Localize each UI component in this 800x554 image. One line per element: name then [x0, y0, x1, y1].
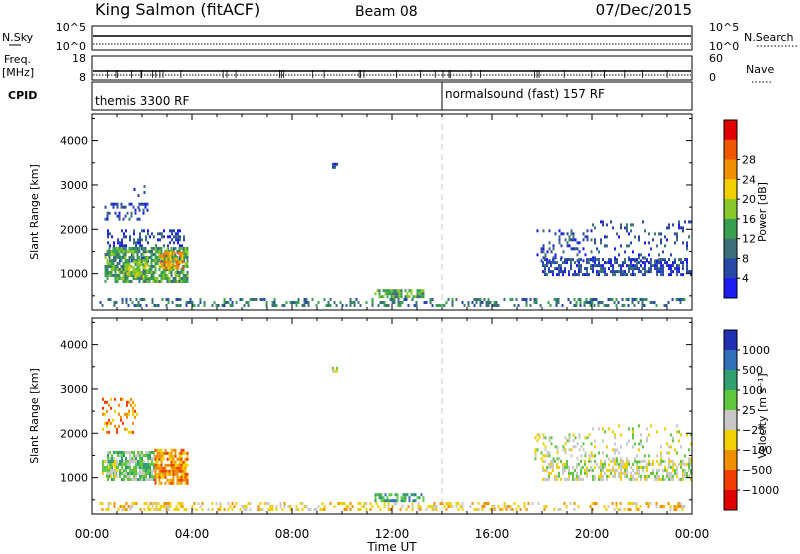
power-colorbar-swatch-7	[724, 258, 737, 279]
nave-label: Nave	[746, 63, 774, 76]
velocity-ytick-1: 2000	[60, 427, 88, 440]
power-region-9	[536, 229, 593, 263]
nave-tick-bottom: 0	[709, 71, 716, 84]
velocity-ytick-0: 1000	[60, 472, 88, 485]
power-region-5	[124, 260, 149, 279]
power-region-0	[104, 202, 149, 221]
velocity-colorbar-swatch-5	[724, 430, 737, 451]
time-tick-2: 08:00	[275, 527, 310, 541]
power-ytick-2: 3000	[60, 179, 88, 192]
velocity-colorbar-tick-3: 25	[742, 404, 756, 417]
freq-frame	[91, 55, 693, 81]
power-colorbar-swatch-3	[724, 179, 737, 200]
nsky-frame	[91, 25, 693, 51]
freq-label-2: [MHz]	[2, 66, 34, 79]
velocity-colorbar-swatch-7	[724, 470, 737, 491]
freq-tick-top: 18	[72, 52, 86, 65]
power-region-11	[332, 162, 338, 169]
power-colorbar-swatch-6	[724, 238, 737, 259]
station-title: King Salmon (fitACF)	[95, 0, 260, 19]
velocity-ytick-3: 4000	[60, 339, 88, 352]
velocity-region-4	[374, 493, 425, 503]
nsky-label: N.Sky	[2, 31, 34, 44]
velocity-region-5	[99, 502, 686, 511]
time-tick-4: 16:00	[475, 527, 510, 541]
velocity-colorbar-swatch-4	[724, 410, 737, 431]
cpid-panel: CPID themis 3300 RF normalsound (fast) 1…	[8, 81, 693, 111]
power-region-4	[159, 251, 184, 270]
power-colorbar-tick-2: 12	[742, 233, 756, 246]
time-tick-1: 04:00	[175, 527, 210, 541]
power-ytick-3: 4000	[60, 135, 88, 148]
nsky-tick-bottom: 10^0	[56, 40, 86, 53]
velocity-region-2	[102, 459, 118, 478]
time-axis-label: Time UT	[366, 540, 417, 554]
nave-tick-top: 60	[709, 52, 723, 65]
freq-label-1: Freq.	[4, 53, 31, 66]
power-colorbar-tick-5: 24	[742, 173, 756, 186]
velocity-region-8	[592, 424, 692, 467]
velocity-region-7	[534, 433, 593, 461]
power-colorbar-swatch-1	[724, 139, 737, 161]
time-tick-0: 00:00	[75, 527, 110, 541]
time-tick-5: 20:00	[575, 527, 610, 541]
date-title: 07/Dec/2015	[596, 1, 692, 19]
power-colorbar-swatch-8	[724, 278, 737, 299]
power-colorbar-tick-4: 20	[742, 193, 756, 206]
velocity-colorbar-swatch-6	[724, 450, 737, 471]
nsky-tick-top: 10^5	[56, 21, 86, 34]
power-colorbar-label: Power [dB]	[756, 182, 769, 242]
nsky-panel: N.Sky 10^5 10^0 10^5 10^0 N.Search	[2, 21, 797, 53]
velocity-colorbar-label: Velocity [m s⁻¹]	[756, 373, 769, 458]
power-colorbar-tick-3: 16	[742, 213, 756, 226]
velocity-colorbar-swatch-3	[724, 390, 737, 411]
velocity-colorbar-tick-0: 1000	[742, 344, 770, 357]
cpid-segment-1: themis 3300 RF	[95, 94, 189, 108]
time-axis: 00:00 04:00 08:00 12:00 16:00 20:00 00:00	[75, 527, 710, 541]
power-panel: 1000 2000 3000 4000 Slant Range [km] 4 8 12 16…	[28, 113, 769, 311]
power-region-10	[592, 220, 692, 263]
velocity-colorbar-tick-2: 100	[742, 384, 763, 397]
freq-tick-bottom: 8	[79, 71, 86, 84]
velocity-region-6	[542, 459, 692, 481]
power-ylabel: Slant Range [km]	[28, 164, 41, 260]
velocity-panel: 1000 2000 3000 4000 Slant Range [km] 1000 50…	[28, 317, 779, 515]
velocity-colorbar-swatch-0	[724, 330, 737, 351]
velocity-colorbar-tick-1: 500	[742, 364, 763, 377]
nsearch-tick-top: 10^5	[709, 21, 739, 34]
velocity-colorbar-swatch-1	[724, 350, 737, 371]
nsearch-tick-bottom: 10^0	[709, 40, 739, 53]
power-colorbar-swatch-4	[724, 199, 737, 220]
velocity-ytick-2: 3000	[60, 383, 88, 396]
velocity-colorbar-tick-7: −1000	[742, 484, 779, 497]
beam-title: Beam 08	[355, 4, 418, 20]
power-region-6	[374, 289, 425, 299]
cpid-frame	[91, 81, 693, 111]
power-region-1	[133, 185, 146, 209]
velocity-colorbar-tick-4: −25	[742, 424, 765, 437]
velocity-colorbar-swatch-2	[724, 370, 737, 391]
nsearch-label: N.Search	[744, 31, 794, 44]
velocity-colorbar-swatch-8	[724, 490, 737, 511]
power-colorbar-tick-6: 28	[742, 154, 756, 167]
velocity-region-3	[102, 397, 138, 434]
time-tick-3: 12:00	[375, 527, 410, 541]
velocity-region-1	[154, 448, 189, 485]
power-colorbar-tick-1: 8	[742, 252, 749, 265]
velocity-region-9	[332, 366, 338, 373]
power-colorbar-swatch-0	[724, 120, 737, 141]
freq-panel: Freq. [MHz] 18 8 60 0 Nave	[2, 52, 774, 84]
velocity-colorbar-tick-6: −500	[742, 464, 772, 477]
power-colorbar-tick-0: 4	[742, 272, 749, 285]
velocity-colorbar-tick-5: −100	[742, 444, 772, 457]
velocity-ylabel: Slant Range [km]	[28, 368, 41, 464]
power-ytick-1: 2000	[60, 223, 88, 236]
cpid-label: CPID	[8, 89, 37, 102]
power-colorbar-swatch-2	[724, 159, 737, 180]
power-colorbar-swatch-5	[724, 218, 737, 240]
power-ytick-0: 1000	[60, 268, 88, 281]
cpid-segment-2: normalsound (fast) 157 RF	[445, 87, 605, 101]
time-tick-6: 00:00	[675, 527, 710, 541]
